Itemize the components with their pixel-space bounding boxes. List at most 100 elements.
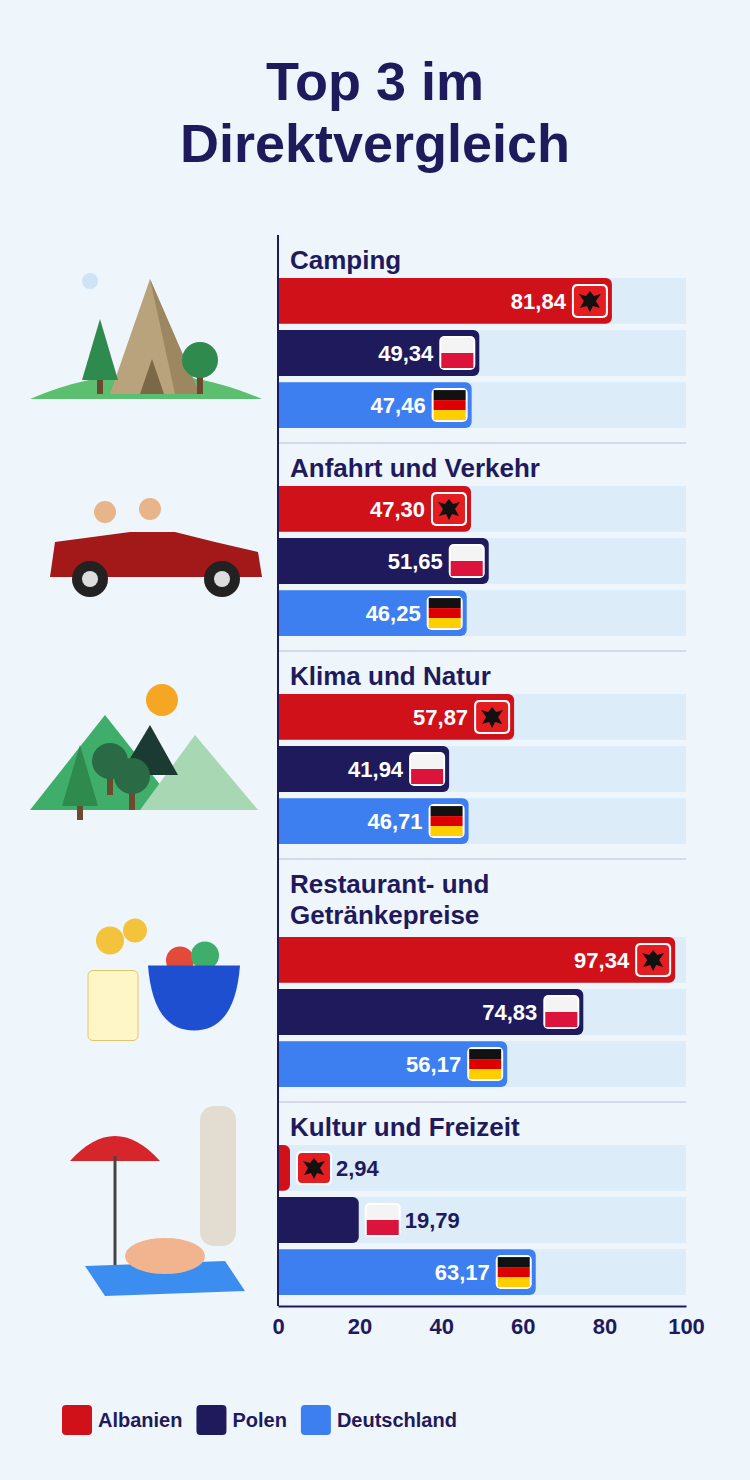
flag-border <box>467 1047 503 1081</box>
person <box>139 498 161 520</box>
flag-eagle <box>303 1158 325 1179</box>
flag-field <box>574 286 606 316</box>
bars <box>278 278 675 1295</box>
bar <box>278 590 467 636</box>
pine <box>82 319 118 380</box>
flag-field <box>545 1012 577 1027</box>
data-label: 97,34 <box>574 948 630 973</box>
flag-field <box>498 1257 530 1267</box>
bowl <box>148 966 240 1031</box>
row-stripe <box>278 1145 686 1191</box>
data-label: 19,79 <box>405 1208 460 1233</box>
flag <box>429 804 465 838</box>
bar <box>278 746 449 792</box>
flag <box>572 284 608 318</box>
flag <box>365 1203 401 1237</box>
flag-field <box>441 353 473 368</box>
bar <box>278 937 675 983</box>
separator <box>278 859 686 860</box>
bar <box>278 694 514 740</box>
axis-line <box>279 1306 687 1308</box>
flag-field <box>637 945 669 975</box>
person <box>94 501 116 523</box>
glass <box>88 971 138 1041</box>
flag-field <box>476 702 508 732</box>
text-line: Restaurant- und <box>290 869 489 899</box>
coin <box>96 927 124 955</box>
tree-crown <box>114 758 150 794</box>
flag-field <box>469 1069 501 1079</box>
flag-field <box>434 410 466 420</box>
statue <box>200 1106 236 1246</box>
data-label: 56,17 <box>406 1052 461 1077</box>
flag <box>409 752 445 786</box>
flag-field <box>469 1049 501 1059</box>
sun <box>146 684 178 716</box>
x-axis: 020406080100 <box>272 1306 704 1339</box>
person <box>125 1238 205 1274</box>
flag-field <box>429 618 461 628</box>
flag <box>427 596 463 630</box>
bar <box>278 278 612 324</box>
flag-field <box>451 561 483 576</box>
legend-swatch <box>196 1405 226 1435</box>
bar <box>278 330 479 376</box>
flag-eagle <box>481 707 503 728</box>
flag <box>635 943 671 977</box>
pine <box>62 745 98 806</box>
tick: 20 <box>348 1306 372 1339</box>
data-label: 63,17 <box>435 1260 490 1285</box>
flag-field <box>451 546 483 576</box>
flag-border <box>496 1255 532 1289</box>
tick-label: 60 <box>511 1314 535 1339</box>
data-label: 74,83 <box>482 1000 537 1025</box>
flag <box>431 492 467 526</box>
tick: 0 <box>272 1306 284 1339</box>
tick-label: 80 <box>593 1314 617 1339</box>
bar <box>278 1249 536 1295</box>
flag-eagle <box>642 950 664 971</box>
coin <box>123 919 147 943</box>
data-label: 47,30 <box>370 497 425 522</box>
flag-field <box>367 1220 399 1235</box>
tree-trunk <box>97 380 103 394</box>
category-label: Klima und Natur <box>290 661 491 691</box>
hub <box>82 571 98 587</box>
separator <box>278 651 686 652</box>
data-labels: 81,8447,3057,8797,342,9449,3451,6541,947… <box>296 284 671 1289</box>
bar <box>278 1145 290 1191</box>
flag-border <box>429 804 465 838</box>
data-label: 47,46 <box>371 393 426 418</box>
flag <box>496 1255 532 1289</box>
flag-field <box>431 826 463 836</box>
tree-trunk <box>77 806 83 820</box>
flag-field <box>498 1277 530 1287</box>
text-line: Kultur und Freizeit <box>290 1112 520 1142</box>
flag-eagle <box>438 499 460 520</box>
flag-eagle <box>579 291 601 312</box>
flag-field <box>367 1205 399 1235</box>
wheel <box>72 561 108 597</box>
separator <box>278 1102 686 1103</box>
legend: AlbanienPolenDeutschland <box>62 1405 457 1435</box>
bar <box>278 1041 507 1087</box>
flag-field <box>298 1153 330 1183</box>
tick-label: 40 <box>429 1314 453 1339</box>
bar <box>278 798 469 844</box>
text-line: Camping <box>290 245 401 275</box>
data-label: 41,94 <box>348 757 404 782</box>
flag-field <box>434 400 466 410</box>
flag-border <box>432 388 468 422</box>
data-label: 57,87 <box>413 705 468 730</box>
flag-border <box>365 1203 401 1237</box>
tick: 80 <box>593 1306 617 1339</box>
flag <box>467 1047 503 1081</box>
separator <box>278 443 686 444</box>
flag-field <box>431 816 463 826</box>
flag-field <box>434 390 466 400</box>
tent-door <box>140 359 164 394</box>
flag-border <box>439 336 475 370</box>
tick: 40 <box>429 1306 453 1339</box>
flag-border <box>635 943 671 977</box>
flag-border <box>409 752 445 786</box>
